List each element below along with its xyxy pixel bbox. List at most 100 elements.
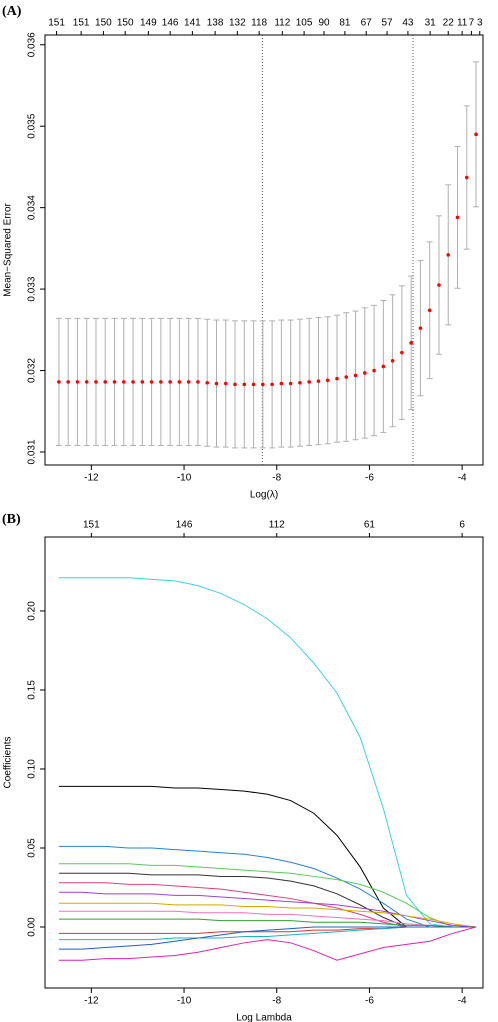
point xyxy=(298,380,302,385)
top-tick-label: 151 xyxy=(48,18,65,29)
point xyxy=(409,341,413,345)
y-tick-label: 0.034 xyxy=(27,195,38,220)
top-tick-label: 57 xyxy=(381,18,393,29)
y-tick-label: 0.10 xyxy=(27,759,38,779)
y-axis-label: Coefficients xyxy=(3,736,14,788)
plot-frame xyxy=(44,536,484,989)
point xyxy=(159,380,163,384)
coefficient-path xyxy=(58,863,477,928)
top-tick-label: 22 xyxy=(443,18,455,29)
point xyxy=(390,358,395,363)
panel-label: (A) xyxy=(2,4,22,19)
point xyxy=(131,380,135,384)
point xyxy=(381,364,386,369)
y-tick-label: 0.00 xyxy=(27,917,38,937)
point xyxy=(418,326,423,330)
top-tick-label: 149 xyxy=(140,18,157,29)
point xyxy=(279,381,284,386)
top-tick-label: 3 xyxy=(477,18,483,29)
top-tick-label: 6 xyxy=(459,520,465,531)
point xyxy=(335,376,339,381)
top-tick-label: 150 xyxy=(117,18,134,29)
coefficient-path xyxy=(58,926,477,950)
top-tick-label: 146 xyxy=(176,520,193,531)
point xyxy=(446,253,451,257)
point xyxy=(455,215,460,220)
top-tick-label: 81 xyxy=(339,18,351,29)
top-tick-label: 43 xyxy=(402,18,414,29)
y-tick-label: 0.15 xyxy=(27,680,38,700)
x-axis-label: Log Lambda xyxy=(236,1013,292,1022)
x-tick-label: -10 xyxy=(177,996,192,1007)
point xyxy=(400,350,404,355)
point xyxy=(75,380,80,384)
x-tick-label: -12 xyxy=(84,996,99,1007)
coefficient-path xyxy=(58,926,477,961)
top-tick-label: 118 xyxy=(251,18,267,29)
top-tick-label: 67 xyxy=(361,18,373,29)
x-tick-label: -10 xyxy=(177,473,192,484)
point xyxy=(103,380,108,384)
coefficient-path xyxy=(58,910,477,928)
top-tick-label: 61 xyxy=(364,520,376,531)
top-tick-label: 141 xyxy=(184,18,201,29)
coefficient-path xyxy=(58,785,477,928)
y-tick-label: 0.031 xyxy=(27,439,38,464)
plot-frame xyxy=(44,34,484,466)
point xyxy=(66,380,70,384)
point xyxy=(474,132,478,137)
point xyxy=(196,380,200,384)
x-tick-label: -8 xyxy=(272,473,281,484)
y-tick-label: 0.20 xyxy=(27,601,38,621)
point xyxy=(307,380,311,384)
point xyxy=(353,373,358,378)
point xyxy=(261,382,265,387)
point xyxy=(214,381,219,386)
top-tick-label: 31 xyxy=(425,18,437,29)
top-tick-label: 138 xyxy=(207,18,224,29)
top-tick-label: 112 xyxy=(269,520,285,531)
top-tick-label: 151 xyxy=(73,18,90,29)
point xyxy=(186,380,191,384)
y-tick-label: 0.05 xyxy=(27,838,38,858)
panel-label: (B) xyxy=(2,512,21,527)
point xyxy=(112,380,117,384)
point xyxy=(168,380,172,384)
point xyxy=(205,380,210,385)
point xyxy=(270,382,274,387)
point xyxy=(121,380,126,384)
point xyxy=(149,380,154,384)
x-tick-label: -4 xyxy=(458,473,467,484)
point xyxy=(464,175,469,180)
point xyxy=(57,380,61,384)
point xyxy=(437,283,441,287)
coefficient-path xyxy=(58,918,477,928)
point xyxy=(325,378,330,383)
y-axis-label: Mean−Squared Error xyxy=(3,203,14,297)
point xyxy=(427,308,432,313)
coefficient-path xyxy=(58,577,477,928)
point xyxy=(344,375,349,379)
y-tick-label: 0.033 xyxy=(27,276,38,301)
point xyxy=(177,380,182,384)
x-tick-label: -6 xyxy=(365,473,374,484)
y-tick-label: 0.032 xyxy=(27,358,38,383)
x-tick-label: -8 xyxy=(272,996,281,1007)
top-tick-label: 11 xyxy=(457,18,468,29)
point xyxy=(372,368,376,373)
point xyxy=(363,371,367,375)
x-axis-label: Log(λ) xyxy=(250,490,278,501)
point xyxy=(233,382,237,387)
point xyxy=(94,380,98,384)
y-tick-label: 0.035 xyxy=(27,113,38,138)
point xyxy=(140,380,145,384)
top-tick-label: 105 xyxy=(296,18,313,29)
top-tick-label: 150 xyxy=(95,18,112,29)
top-tick-label: 151 xyxy=(83,520,100,531)
point xyxy=(84,380,89,384)
top-tick-label: 132 xyxy=(229,18,246,29)
top-tick-label: 146 xyxy=(162,18,179,29)
top-tick-label: 90 xyxy=(318,18,330,29)
y-tick-label: 0.036 xyxy=(27,32,38,57)
x-tick-label: -12 xyxy=(84,473,99,484)
